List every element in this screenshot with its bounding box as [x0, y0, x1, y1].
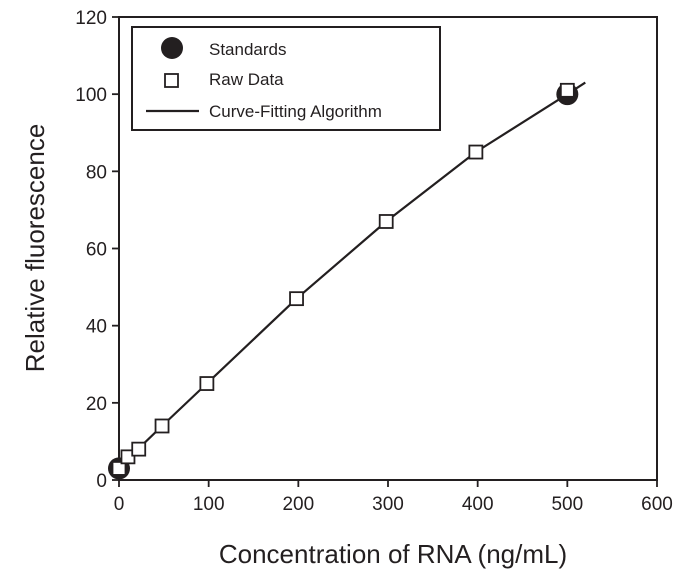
- x-tick-label: 300: [372, 494, 404, 515]
- plot-area-group: 0 100 200 300 400 500 600 0 20 40 60 80 100 120: [75, 8, 673, 515]
- standards-series: [108, 83, 579, 480]
- legend-box: [131, 26, 441, 131]
- raw-data-point: [111, 461, 127, 476]
- legend-standards-label: Standards: [209, 40, 287, 59]
- x-tick-label: 0: [114, 494, 125, 515]
- y-tick-label: 0: [96, 471, 107, 492]
- y-axis-ticks: 0 20 40 60 80 100 120: [75, 8, 119, 492]
- y-tick-label: 100: [75, 85, 107, 106]
- x-tick-label: 500: [551, 494, 583, 515]
- legend-standards-marker: [161, 37, 183, 59]
- legend-curve-label: Curve-Fitting Algorithm: [209, 102, 382, 121]
- curve-fitting-series: [118, 81, 586, 470]
- curve-fitting-line: [118, 81, 586, 470]
- x-axis-ticks: 0 100 200 300 400 500 600: [114, 480, 673, 515]
- raw-data-point: [120, 449, 136, 465]
- legend-raw-data-marker: [164, 73, 179, 88]
- raw-data-point: [199, 376, 215, 391]
- raw-data-point: [289, 291, 304, 307]
- raw-data-point: [154, 418, 170, 434]
- x-tick-label: 100: [193, 494, 225, 515]
- y-axis-title: Relative fluorescence: [20, 124, 50, 373]
- y-tick-label: 40: [86, 317, 107, 338]
- x-tick-label: 200: [282, 494, 314, 515]
- y-tick-label: 80: [86, 162, 107, 183]
- x-tick-label: 600: [641, 494, 673, 515]
- x-tick-label: 400: [462, 494, 494, 515]
- raw-data-point: [559, 82, 575, 98]
- raw-data-series: [111, 82, 575, 476]
- y-tick-label: 60: [86, 240, 107, 261]
- y-tick-label: 120: [75, 8, 107, 29]
- raw-data-point: [468, 144, 484, 160]
- x-axis-title: Concentration of RNA (ng/mL): [219, 539, 567, 569]
- raw-data-point: [378, 214, 394, 229]
- y-tick-label: 20: [86, 394, 107, 415]
- raw-data-point: [131, 441, 147, 457]
- legend: Standards Raw Data Curve-Fitting Algorit…: [131, 26, 441, 131]
- legend-raw-data-label: Raw Data: [209, 70, 284, 89]
